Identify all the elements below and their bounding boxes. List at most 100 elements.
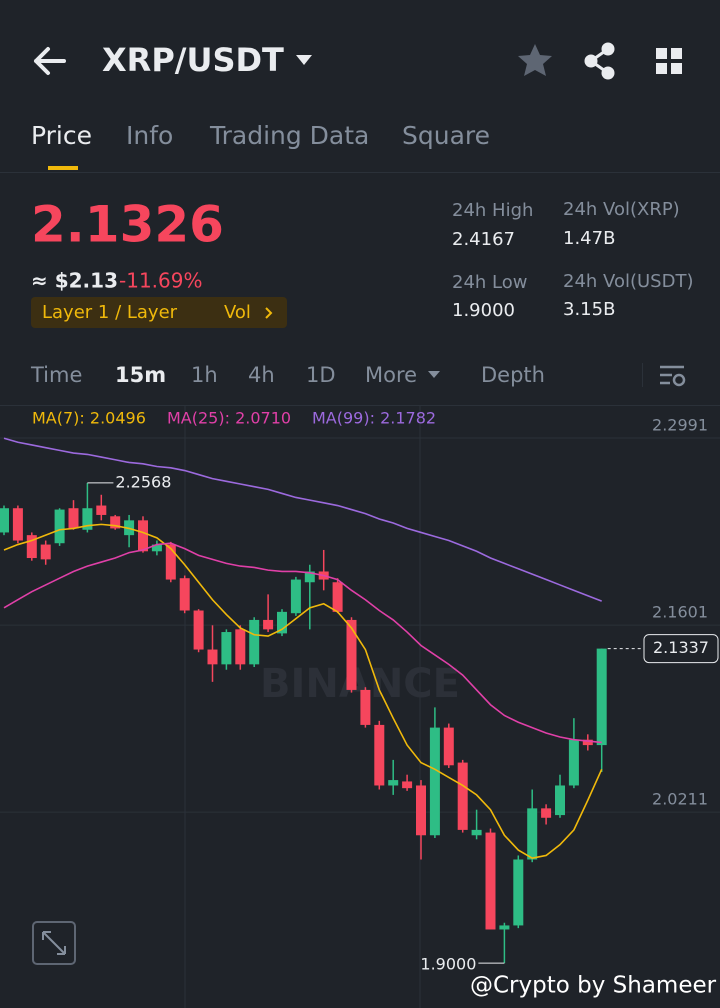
grid-cell	[656, 63, 667, 74]
candle-body	[40, 544, 51, 560]
candle-body	[555, 785, 565, 816]
candle-body	[68, 508, 79, 529]
chart-settings[interactable]	[660, 365, 686, 387]
candle-body	[277, 611, 287, 634]
candle-body	[12, 508, 23, 541]
expand-icon	[42, 931, 66, 955]
tab[interactable]: Price	[31, 121, 92, 150]
candle-body	[541, 808, 552, 818]
interval[interactable]: More	[365, 363, 417, 387]
share-button[interactable]	[584, 42, 615, 80]
tag-label: Layer 1 / Layer	[42, 302, 178, 323]
back-arrow	[34, 47, 66, 75]
candle-body	[82, 508, 93, 530]
tab[interactable]: Square	[402, 121, 490, 150]
tag-extra: Vol	[224, 302, 251, 323]
stat-value: 2.4167	[452, 229, 515, 250]
grid-cell	[671, 63, 682, 74]
grid-cell	[671, 48, 682, 59]
divider	[0, 172, 720, 173]
stat-value: 1.47B	[563, 228, 615, 249]
stat-label: 24h High	[452, 200, 533, 221]
tag-chip[interactable]	[31, 297, 287, 328]
more-caret	[428, 371, 440, 378]
candle-body	[499, 925, 510, 930]
candle-body	[96, 505, 107, 515]
interval[interactable]: Time	[30, 363, 82, 387]
credit: @Crypto by Shameer	[470, 973, 717, 999]
candle-body	[513, 859, 524, 926]
moving-average	[3, 523, 603, 859]
y-tick-label: 2.0211	[652, 790, 708, 809]
low-label: 1.9000	[420, 955, 476, 974]
candle-body	[416, 785, 426, 836]
back-button[interactable]	[34, 47, 66, 75]
grid-cell	[656, 48, 667, 59]
pair-dropdown[interactable]	[296, 55, 312, 65]
settings-gear	[672, 373, 686, 387]
last-price-label: 2.1337	[653, 638, 709, 657]
stat-label: 24h Low	[452, 272, 527, 293]
legend-entry: MA(99): 2.1782	[312, 409, 436, 428]
candle-body	[582, 739, 593, 746]
stat-value: 3.15B	[563, 299, 615, 320]
candle-body	[332, 582, 343, 612]
legend-entry: MA(7): 2.0496	[32, 409, 146, 428]
price-change: -11.69%	[119, 269, 202, 293]
tab-indicator	[48, 166, 78, 170]
high-label: 2.2568	[115, 472, 171, 491]
candle-body	[235, 629, 246, 665]
price-usd: ≈ $2.13	[31, 269, 118, 293]
interval-active[interactable]: 15m	[115, 363, 166, 387]
candle-body	[0, 508, 9, 533]
stat-label: 24h Vol(XRP)	[563, 199, 680, 220]
candle-body	[290, 579, 301, 614]
chart-top-border	[0, 405, 720, 406]
candle-body	[26, 535, 37, 559]
candle-body	[249, 619, 260, 665]
last-price-box	[643, 634, 719, 664]
candle-body	[263, 619, 274, 630]
candle-body	[485, 832, 496, 930]
interval[interactable]: Depth	[481, 363, 545, 387]
candle-body	[54, 509, 65, 544]
candle-body	[443, 727, 454, 766]
grid-button[interactable]	[656, 48, 682, 74]
candle-body	[402, 781, 413, 789]
stat-value: 1.9000	[452, 300, 515, 321]
tab[interactable]: Info	[126, 121, 173, 150]
interval[interactable]: 1h	[191, 363, 218, 387]
candle-body	[527, 808, 538, 860]
tab[interactable]: Trading Data	[209, 121, 369, 150]
candle-body	[110, 516, 121, 529]
interval[interactable]: 1D	[306, 363, 336, 387]
separator	[642, 363, 643, 387]
expand-button[interactable]	[32, 921, 76, 965]
candle-body	[360, 689, 371, 725]
tag-chevron	[265, 307, 273, 319]
watermark: BINANCE	[260, 661, 460, 707]
settings-lines	[660, 365, 684, 385]
plot: 2.2991 2.1601 2.0211 MA(7): 2.0496 MA(25): 2…	[0, 409, 720, 974]
candle-body	[138, 520, 148, 552]
stat-label: 24h Vol(USDT)	[563, 271, 693, 292]
last-price: 2.1326	[31, 196, 224, 254]
share-lines	[588, 47, 609, 75]
candle-body	[346, 619, 357, 690]
favorite-star[interactable]	[518, 44, 552, 76]
candle-body	[151, 544, 162, 552]
interval[interactable]: 4h	[248, 363, 275, 387]
candle-body	[193, 610, 204, 650]
candle-body	[207, 649, 218, 665]
candle-body	[457, 762, 468, 830]
candle-body	[374, 724, 385, 786]
candle-body	[304, 571, 315, 583]
y-tick-label: 2.1601	[652, 603, 708, 622]
candle-body	[471, 829, 482, 836]
legend-entry: MA(25): 2.0710	[167, 409, 291, 428]
pair-title[interactable]: XRP/USDT	[102, 41, 284, 79]
moving-average	[3, 542, 602, 744]
candle-body	[388, 780, 399, 786]
y-tick-label: 2.2991	[652, 415, 708, 434]
